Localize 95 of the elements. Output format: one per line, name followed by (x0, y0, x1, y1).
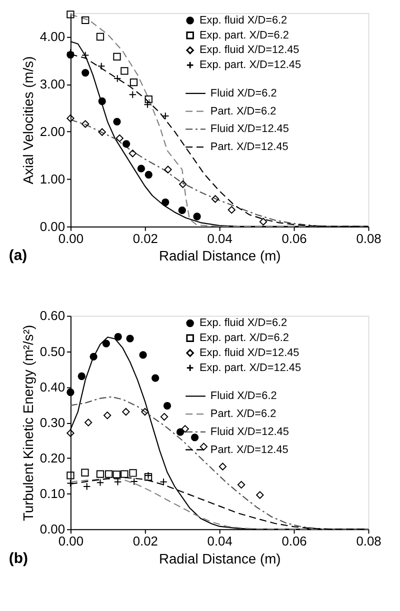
y-tick-label: 0.10 (40, 486, 66, 502)
point (82, 68, 90, 77)
legend-label: Exp. fluid X/D=12.45 (200, 346, 300, 359)
point (102, 340, 110, 348)
point (96, 470, 104, 478)
legend-label: Exp. fluid X/D=6.2 (200, 14, 288, 26)
y-tick-label: 0.60 (40, 308, 66, 324)
point (103, 412, 112, 420)
point (120, 470, 128, 478)
point (98, 97, 106, 106)
point (98, 128, 106, 136)
point (116, 134, 124, 142)
legend-label: Fluid X/D=12.45 (210, 426, 289, 438)
point (228, 206, 236, 214)
point (126, 334, 134, 342)
point (179, 180, 187, 188)
y-tick-label: 0.20 (40, 450, 66, 466)
x-tick-label: 0.02 (132, 534, 158, 549)
point (163, 402, 172, 410)
point (90, 352, 98, 361)
point (66, 10, 74, 18)
point (82, 16, 90, 24)
point (66, 472, 74, 480)
legend-label: Exp. part. X/D=12.45 (200, 362, 302, 374)
point (178, 206, 186, 214)
legend-label: Exp. fluid X/D=12.45 (200, 44, 300, 56)
point (122, 140, 130, 148)
point (259, 218, 268, 226)
point (128, 150, 136, 158)
point (120, 67, 128, 75)
x-tick-label: 0.04 (207, 230, 232, 246)
point (190, 434, 199, 442)
point (211, 195, 220, 203)
point (130, 78, 138, 86)
point (96, 32, 104, 41)
point (176, 428, 184, 436)
point (78, 372, 86, 380)
x-axis-title: Radial Distance (m) (158, 550, 281, 566)
point (164, 166, 172, 174)
point (113, 52, 121, 61)
y-tick-label: 0.50 (40, 344, 66, 359)
point (181, 425, 189, 433)
y-tick-label: 3.00 (40, 76, 66, 92)
point (256, 491, 264, 499)
x-tick-label: 0.08 (356, 534, 382, 549)
legend-label: Fluid X/D=6.2 (210, 87, 277, 100)
point (82, 120, 90, 128)
legend-label: Exp. part. X/D=6.2 (200, 29, 289, 42)
point (137, 164, 146, 172)
x-tick-label: 0.02 (132, 230, 158, 246)
point (66, 429, 74, 437)
point (144, 170, 152, 179)
point (122, 408, 130, 416)
point (144, 96, 152, 104)
point (152, 374, 160, 382)
x-tick-label: 0.08 (356, 230, 382, 246)
x-tick-label: 0.06 (282, 230, 307, 246)
point (200, 442, 208, 450)
y-tick-label: 2.00 (40, 124, 66, 140)
y-tick-label: 0.30 (40, 414, 66, 430)
x-axis-title: Radial Distance (m) (158, 248, 281, 264)
point (139, 351, 147, 359)
legend-label: Fluid X/D=6.2 (210, 390, 277, 402)
text: (b) (8, 550, 28, 567)
point (141, 408, 149, 416)
point (112, 470, 120, 478)
legend-label: Part. X/D=6.2 (210, 408, 276, 420)
legend-label: Part. X/D=12.45 (210, 141, 288, 154)
legend-label: Exp. fluid X/D=6.2 (200, 317, 288, 330)
legend-label: Exp. part. X/D=6.2 (200, 332, 289, 344)
x-tick-label: 0.06 (282, 534, 307, 549)
point (129, 469, 137, 477)
y-tick-label: 0.40 (40, 379, 66, 394)
legend-label: Part. X/D=6.2 (210, 105, 276, 118)
point (162, 198, 170, 206)
point (160, 412, 168, 421)
legend-label: Fluid X/D=12.45 (210, 123, 289, 136)
y-axis-title: Turbulent Kinetic Energy (m²/s²) (20, 324, 36, 522)
point (66, 388, 74, 396)
point (113, 118, 121, 126)
legend-label: Part. X/D=12.45 (210, 444, 288, 456)
y-axis-title: Axial Velocities (m/s) (20, 56, 36, 184)
y-tick-label: 4.00 (40, 29, 66, 44)
text: (a) (8, 248, 28, 264)
x-tick-label: 0.04 (207, 534, 232, 549)
point (104, 470, 113, 478)
point (81, 468, 89, 476)
y-tick-label: 1.00 (40, 171, 66, 186)
point (66, 114, 74, 122)
point (193, 212, 201, 220)
point (84, 418, 92, 426)
point (237, 480, 246, 489)
point (114, 332, 122, 341)
legend-label: Exp. part. X/D=12.45 (200, 59, 302, 72)
point (218, 462, 227, 470)
